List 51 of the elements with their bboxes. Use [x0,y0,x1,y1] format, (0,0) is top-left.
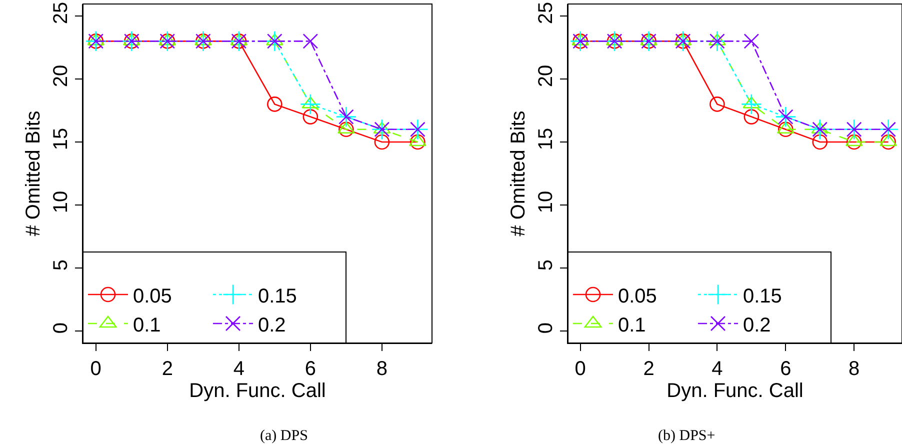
point [338,122,354,138]
y-tick-label: 25 [50,2,72,24]
y-tick-label: 15 [50,128,72,150]
y-tick-label: 0 [535,322,557,334]
legend-label: 0.2 [743,314,771,336]
x-tick-label: 4 [712,358,723,380]
y-tick-label: 0 [50,322,72,334]
legend-label: 0.05 [618,285,657,308]
y-axis-title: # Omitted Bits [22,110,44,236]
point [846,134,862,150]
point [374,134,390,150]
x-axis-title: Dyn. Func. Call [666,380,804,402]
x-tick-label: 2 [162,358,173,380]
text: (a) DPS [260,428,308,444]
point [302,34,318,49]
x-tick-label: 0 [90,358,102,380]
x-tick-label: 6 [304,358,316,380]
point [267,96,282,112]
point [744,34,760,49]
point [410,134,426,150]
x-tick-label: 0 [574,358,586,380]
legend-label: 0.1 [618,314,646,336]
x-tick-label: 8 [376,358,388,380]
point [300,94,321,115]
x-tick-label: 4 [233,358,244,380]
legend-label: 0.15 [743,285,782,308]
y-tick-label: 20 [50,64,72,88]
point [812,134,828,150]
x-axis-title: Dyn. Func. Call [189,380,326,402]
y-axis-title: # Omitted Bits [508,110,530,236]
y-tick-label: 10 [50,190,72,214]
x-tick-label: 6 [780,358,792,380]
legend-label: 0.15 [258,285,297,308]
y-tick-label: 25 [535,2,557,24]
legend-label: 0.1 [133,314,161,336]
x-tick-label: 2 [643,358,654,380]
point [778,122,794,138]
point [744,109,760,124]
y-tick-label: 5 [535,259,557,271]
point [710,96,725,112]
legend-label: 0.05 [133,285,172,308]
y-tick-label: 5 [50,259,72,271]
y-tick-label: 15 [535,128,557,150]
point [880,134,896,150]
text: (b) DPS+ [658,428,716,444]
point [740,94,762,115]
point [302,109,318,124]
y-tick-label: 20 [535,64,557,88]
x-tick-label: 8 [848,358,860,380]
legend-label: 0.2 [258,314,286,336]
y-tick-label: 10 [535,190,557,214]
